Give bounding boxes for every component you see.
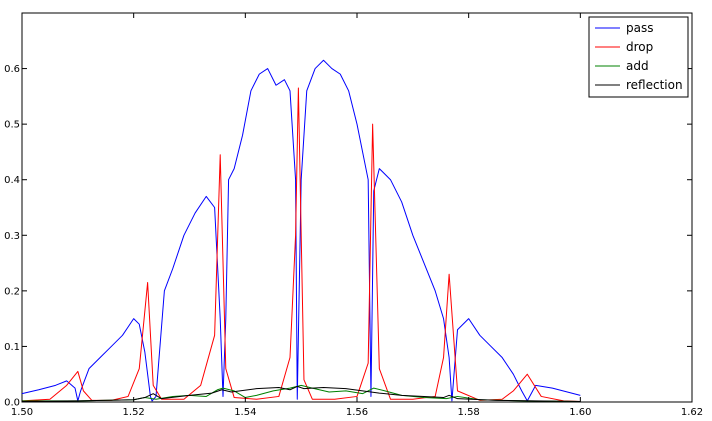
x-tick-label: 1.56 <box>346 407 368 418</box>
y-tick-label: 0.1 <box>4 342 20 353</box>
y-tick-label: 0.5 <box>4 120 20 131</box>
plot-area <box>21 12 693 403</box>
x-tick-label: 1.52 <box>123 407 145 418</box>
legend-label-pass: pass <box>626 21 653 35</box>
x-tick-label: 1.58 <box>458 407 480 418</box>
x-tick-label: 1.50 <box>11 407 33 418</box>
legend-label-drop: drop <box>626 40 653 54</box>
x-tick-label: 1.62 <box>681 407 703 418</box>
series-line-add <box>22 384 581 402</box>
y-tick-label: 0.6 <box>4 64 20 75</box>
series-line-drop <box>21 87 581 402</box>
y-tick-label: 0.2 <box>4 286 20 297</box>
y-tick-label: 0.4 <box>4 175 20 186</box>
legend: pass drop add reflection <box>588 16 689 98</box>
legend-label-reflection: reflection <box>626 78 683 92</box>
series-line-reflection <box>21 385 581 402</box>
x-tick-label: 1.60 <box>569 407 591 418</box>
legend-box <box>588 16 689 98</box>
series-layer <box>21 59 581 402</box>
axis-layer: 1.50 1.52 1.54 1.56 1.58 1.60 1.62 0.0 0.1 0.2 0.3… <box>4 13 703 418</box>
legend-label-add: add <box>626 59 649 73</box>
series-line-pass <box>21 59 581 402</box>
y-tick-label: 0.3 <box>4 231 20 242</box>
y-tick-label: 0.0 <box>4 398 20 409</box>
x-tick-label: 1.54 <box>234 407 256 418</box>
